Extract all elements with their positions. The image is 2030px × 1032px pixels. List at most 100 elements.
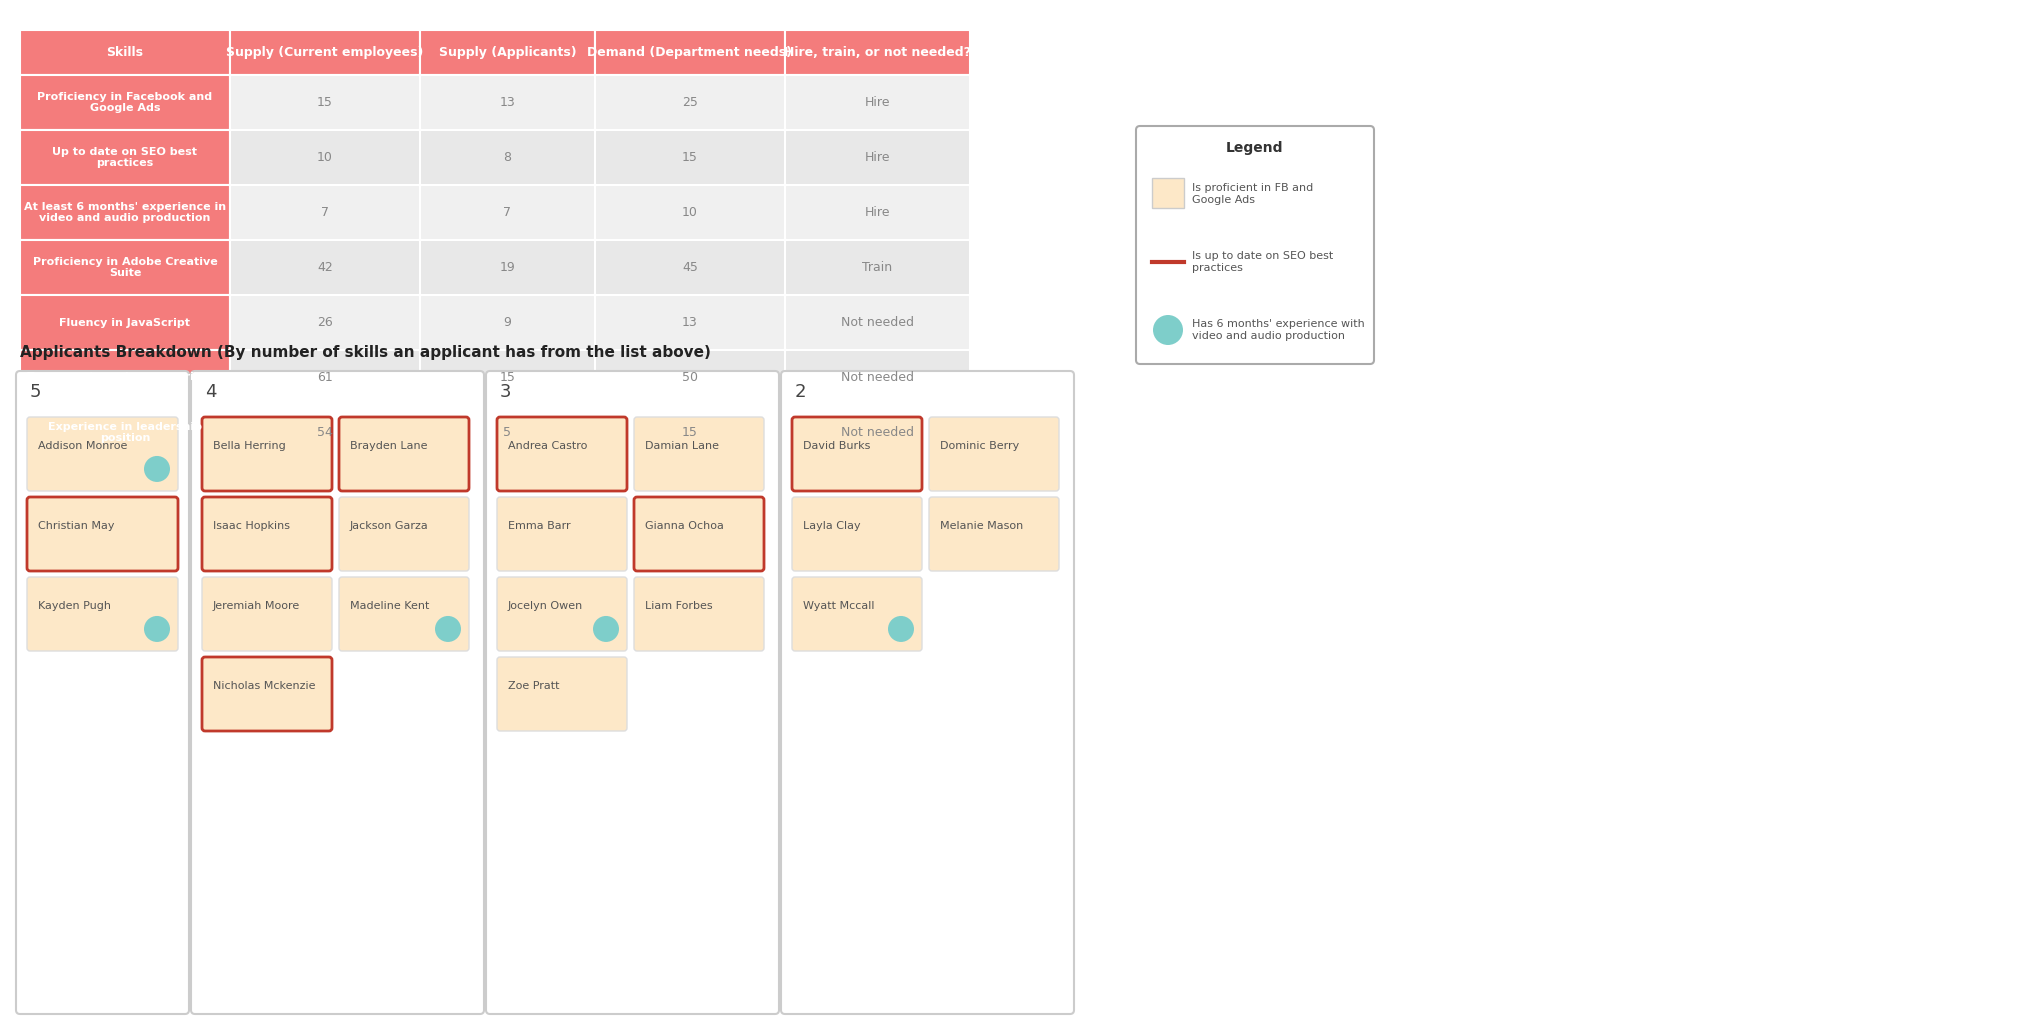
- FancyBboxPatch shape: [203, 577, 333, 651]
- Text: 3: 3: [499, 383, 512, 401]
- FancyBboxPatch shape: [786, 240, 970, 295]
- Text: Layla Clay: Layla Clay: [804, 521, 861, 530]
- Text: Jackson Garza: Jackson Garza: [349, 521, 428, 530]
- FancyBboxPatch shape: [595, 75, 786, 130]
- Text: 15: 15: [499, 370, 516, 384]
- Circle shape: [1153, 315, 1183, 345]
- FancyBboxPatch shape: [339, 417, 469, 491]
- Text: Train: Train: [863, 261, 893, 275]
- FancyBboxPatch shape: [1137, 126, 1374, 364]
- FancyBboxPatch shape: [595, 185, 786, 240]
- Text: Not needed: Not needed: [840, 370, 914, 384]
- Text: 5: 5: [503, 426, 512, 439]
- Circle shape: [144, 616, 171, 642]
- Text: Skills: Skills: [106, 46, 144, 59]
- Text: 25: 25: [682, 96, 698, 109]
- FancyBboxPatch shape: [792, 417, 922, 491]
- Text: Isaac Hopkins: Isaac Hopkins: [213, 521, 290, 530]
- Text: 50: 50: [682, 370, 698, 384]
- FancyBboxPatch shape: [786, 130, 970, 185]
- FancyBboxPatch shape: [595, 130, 786, 185]
- FancyBboxPatch shape: [339, 577, 469, 651]
- Text: Hire, train, or not needed?: Hire, train, or not needed?: [784, 46, 970, 59]
- Text: Demand (Department needs): Demand (Department needs): [587, 46, 792, 59]
- Text: David Burks: David Burks: [804, 441, 871, 451]
- Text: Andrea Castro: Andrea Castro: [508, 441, 587, 451]
- FancyBboxPatch shape: [20, 185, 229, 240]
- FancyBboxPatch shape: [203, 657, 333, 731]
- FancyBboxPatch shape: [20, 240, 229, 295]
- FancyBboxPatch shape: [229, 30, 420, 75]
- Circle shape: [144, 456, 171, 482]
- FancyBboxPatch shape: [782, 370, 1074, 1014]
- Text: Kayden Pugh: Kayden Pugh: [39, 601, 112, 611]
- Text: 15: 15: [682, 151, 698, 164]
- FancyBboxPatch shape: [930, 417, 1060, 491]
- Text: Damian Lane: Damian Lane: [646, 441, 719, 451]
- Text: Hire: Hire: [865, 96, 891, 109]
- FancyBboxPatch shape: [420, 240, 595, 295]
- Text: Supply (Applicants): Supply (Applicants): [438, 46, 577, 59]
- FancyBboxPatch shape: [229, 350, 420, 405]
- Text: 15: 15: [682, 426, 698, 439]
- Text: Jeremiah Moore: Jeremiah Moore: [213, 601, 300, 611]
- FancyBboxPatch shape: [786, 350, 970, 405]
- FancyBboxPatch shape: [26, 577, 179, 651]
- FancyBboxPatch shape: [786, 185, 970, 240]
- FancyBboxPatch shape: [191, 370, 483, 1014]
- Text: 5: 5: [30, 383, 41, 401]
- Text: Zoe Pratt: Zoe Pratt: [508, 681, 560, 690]
- Text: Has 6 months' experience with
video and audio production: Has 6 months' experience with video and …: [1192, 319, 1364, 341]
- Text: 7: 7: [321, 206, 329, 219]
- FancyBboxPatch shape: [229, 405, 420, 460]
- FancyBboxPatch shape: [485, 370, 780, 1014]
- FancyBboxPatch shape: [20, 30, 229, 75]
- Text: Wyatt Mccall: Wyatt Mccall: [804, 601, 875, 611]
- FancyBboxPatch shape: [930, 497, 1060, 571]
- Text: 13: 13: [682, 316, 698, 329]
- FancyBboxPatch shape: [420, 350, 595, 405]
- Text: Proficiency in Facebook and
Google Ads: Proficiency in Facebook and Google Ads: [37, 92, 213, 114]
- Text: At least 6 months' experience in
video and audio production: At least 6 months' experience in video a…: [24, 201, 225, 223]
- Text: Is proficient in FB and
Google Ads: Is proficient in FB and Google Ads: [1192, 184, 1313, 204]
- Text: Emma Barr: Emma Barr: [508, 521, 570, 530]
- FancyBboxPatch shape: [229, 75, 420, 130]
- FancyBboxPatch shape: [497, 417, 627, 491]
- FancyBboxPatch shape: [786, 30, 970, 75]
- Text: Gianna Ochoa: Gianna Ochoa: [646, 521, 725, 530]
- FancyBboxPatch shape: [497, 657, 627, 731]
- Text: 19: 19: [499, 261, 516, 275]
- Text: Brayden Lane: Brayden Lane: [349, 441, 428, 451]
- Text: Legend: Legend: [1226, 141, 1283, 155]
- Text: Jocelyn Owen: Jocelyn Owen: [508, 601, 583, 611]
- FancyBboxPatch shape: [420, 295, 595, 350]
- Circle shape: [593, 616, 619, 642]
- FancyBboxPatch shape: [420, 75, 595, 130]
- Circle shape: [434, 616, 461, 642]
- FancyBboxPatch shape: [595, 240, 786, 295]
- Text: Nicholas Mckenzie: Nicholas Mckenzie: [213, 681, 315, 690]
- Text: 13: 13: [499, 96, 516, 109]
- Text: Melanie Mason: Melanie Mason: [940, 521, 1023, 530]
- Text: Fluency in JavaScript: Fluency in JavaScript: [59, 318, 191, 327]
- Text: 9: 9: [503, 316, 512, 329]
- Text: Liam Forbes: Liam Forbes: [646, 601, 713, 611]
- Text: 2: 2: [796, 383, 806, 401]
- FancyBboxPatch shape: [633, 577, 763, 651]
- Text: Not needed: Not needed: [840, 316, 914, 329]
- Text: Christian May: Christian May: [39, 521, 114, 530]
- FancyBboxPatch shape: [786, 295, 970, 350]
- FancyBboxPatch shape: [595, 295, 786, 350]
- FancyBboxPatch shape: [786, 75, 970, 130]
- Text: Applicants Breakdown (By number of skills an applicant has from the list above): Applicants Breakdown (By number of skill…: [20, 345, 710, 360]
- Circle shape: [887, 616, 914, 642]
- Text: Bella Herring: Bella Herring: [213, 441, 286, 451]
- Text: Hire: Hire: [865, 151, 891, 164]
- FancyBboxPatch shape: [420, 30, 595, 75]
- FancyBboxPatch shape: [792, 577, 922, 651]
- Text: 10: 10: [682, 206, 698, 219]
- FancyBboxPatch shape: [26, 497, 179, 571]
- FancyBboxPatch shape: [229, 185, 420, 240]
- Text: Madeline Kent: Madeline Kent: [349, 601, 430, 611]
- FancyBboxPatch shape: [497, 497, 627, 571]
